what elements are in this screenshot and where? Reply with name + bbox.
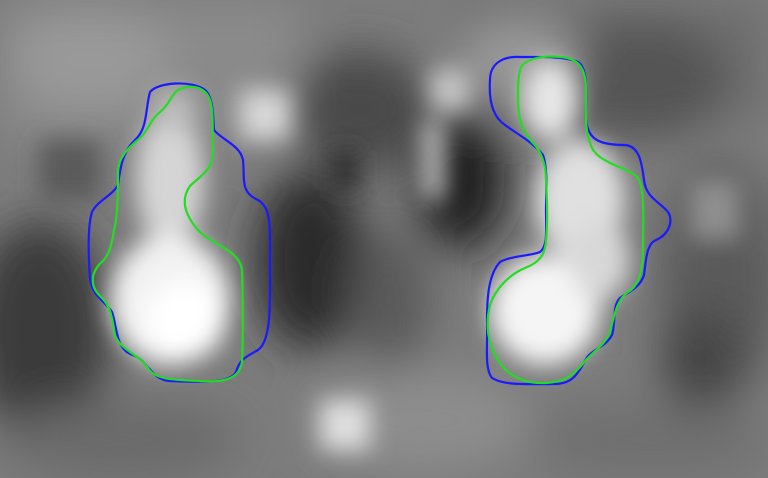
green-contour-left xyxy=(91,85,244,383)
green-contour-right xyxy=(486,55,645,385)
right-bright-region xyxy=(490,60,630,365)
